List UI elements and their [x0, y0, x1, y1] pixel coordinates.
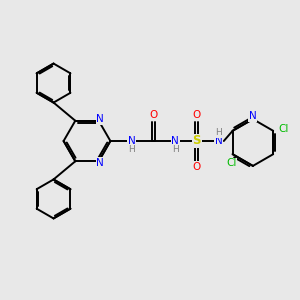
Text: Cl: Cl	[278, 124, 289, 134]
Text: N: N	[171, 136, 179, 146]
Text: Cl: Cl	[226, 158, 236, 168]
Text: N: N	[214, 136, 222, 146]
Text: O: O	[149, 110, 158, 121]
Text: H: H	[129, 145, 135, 154]
Text: N: N	[249, 111, 257, 121]
Text: S: S	[193, 134, 201, 148]
Text: H: H	[215, 128, 222, 137]
Text: H: H	[172, 145, 178, 154]
Text: N: N	[96, 158, 104, 168]
Text: N: N	[128, 136, 136, 146]
Text: O: O	[193, 110, 201, 121]
Text: O: O	[193, 161, 201, 172]
Text: N: N	[96, 114, 104, 124]
